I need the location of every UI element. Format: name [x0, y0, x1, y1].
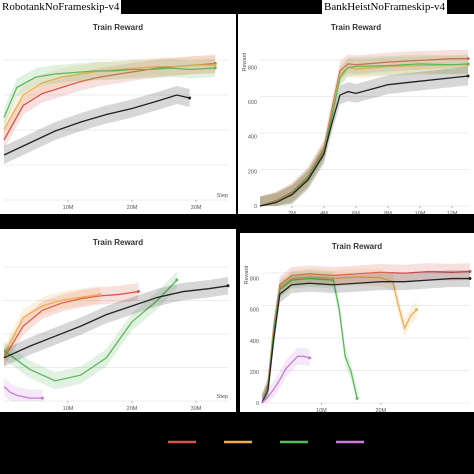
series-line-purple	[3, 386, 43, 399]
series-band-orange	[4, 285, 100, 364]
series-line-black	[261, 277, 470, 404]
chart-panel-bankheist-top: Train Reward 0 200 400 600 800 2M 4M 6M 8M 10M 12M R…	[238, 14, 474, 214]
y-tick-label: 600	[250, 308, 259, 314]
series-end-black	[188, 96, 192, 100]
series-end-red	[468, 270, 472, 274]
chart-title: Train Reward	[331, 23, 381, 32]
series-line-green	[3, 279, 178, 382]
series-end-green	[175, 278, 179, 282]
x-tick-label: 30M	[191, 205, 202, 211]
series-band-black	[260, 66, 468, 206]
series-end-black	[468, 277, 472, 281]
series-band-red	[4, 54, 216, 149]
series-end-green	[213, 66, 217, 70]
chart-panel-robotank-bottom: Train Reward 10M 20M 30M Step	[0, 229, 236, 412]
x-tick-label: 20M	[127, 205, 138, 211]
series-band-orange	[260, 55, 468, 206]
series-band-red	[4, 282, 139, 367]
y-tick-label: 400	[248, 135, 257, 141]
y-axis-label: Reward	[244, 266, 250, 285]
chart-title: Train Reward	[332, 242, 382, 251]
series-line-purple	[261, 355, 310, 404]
series-end-black	[466, 74, 470, 78]
chart-svg-0: Train Reward 10M 20M 30M Step	[3, 23, 228, 211]
series-line-red	[3, 290, 139, 359]
series-line-black	[3, 94, 190, 156]
y-tick-label: 800	[248, 65, 257, 71]
series-end-green	[355, 396, 359, 400]
chart-svg-1: Train Reward 0 200 400 600 800 2M 4M 6M 8M 10M 12M R…	[242, 23, 470, 214]
series-line-green	[3, 67, 216, 118]
series-end-orange	[213, 63, 217, 67]
x-tick-label: 20M	[127, 406, 138, 412]
legend-svg	[168, 440, 364, 444]
x-tick-label: 10M	[63, 205, 74, 211]
series-end-orange	[415, 308, 419, 312]
series-end-black	[226, 284, 230, 288]
x-tick-label: 10M	[316, 408, 327, 412]
x-axis-label: Step	[217, 394, 228, 400]
legend	[0, 432, 474, 474]
y-tick-label: 400	[250, 339, 259, 345]
chart-title: Train Reward	[93, 23, 143, 32]
chart-label-robotank: RobotankNoFrameskip-v4	[0, 0, 122, 14]
series-end-green	[466, 62, 470, 66]
chart-panel-bankheist-bottom: Train Reward 0 200 400 600 800 10M 20M Reward	[240, 233, 474, 412]
x-tick-label: 8M	[384, 211, 392, 214]
chart-svg-2: Train Reward 10M 20M 30M Step	[3, 238, 230, 412]
x-tick-label: 10M	[63, 406, 74, 412]
x-tick-label: 30M	[191, 406, 202, 412]
y-tick-label: 200	[248, 169, 257, 175]
series-line-green	[261, 277, 358, 404]
series-end-purple	[308, 356, 312, 360]
series-line-black	[3, 285, 229, 359]
x-tick-label: 6M	[352, 211, 360, 214]
chart-svg-3: Train Reward 0 200 400 600 800 10M 20M Reward	[244, 242, 472, 412]
series-band-red	[262, 263, 470, 403]
series-line-orange	[3, 64, 216, 130]
series-band-green	[4, 59, 216, 127]
y-tick-label: 0	[256, 401, 259, 407]
x-axis-label: Step	[217, 193, 228, 199]
y-tick-label: 800	[250, 277, 259, 283]
x-tick-label: 20M	[376, 408, 387, 412]
chart-panel-robotank-top: Train Reward 10M 20M 30M Step	[0, 14, 236, 214]
series-end-red	[466, 57, 470, 61]
series-band-red	[260, 50, 468, 206]
y-tick-label: 200	[250, 370, 259, 376]
series-end-purple	[40, 396, 44, 400]
series-band-purple	[4, 377, 43, 401]
series-end-orange	[98, 292, 102, 296]
x-tick-label: 4M	[320, 211, 328, 214]
series-band-green	[260, 54, 468, 206]
series-line-black	[259, 75, 469, 207]
series-band-black	[262, 270, 470, 403]
y-tick-label: 0	[254, 204, 257, 210]
chart-label-bankheist: BankHeistNoFrameskip-v4	[322, 0, 447, 14]
series-band-black	[4, 277, 228, 367]
x-tick-label: 10M	[415, 211, 426, 214]
series-band-orange	[4, 56, 216, 139]
series-band-green	[4, 271, 177, 390]
x-tick-label: 2M	[288, 211, 296, 214]
chart-title: Train Reward	[93, 238, 143, 247]
series-end-red	[136, 290, 140, 294]
y-tick-label: 600	[248, 100, 257, 106]
x-tick-label: 12M	[447, 211, 458, 214]
y-axis-label: Reward	[242, 53, 248, 72]
series-line-orange	[3, 293, 101, 356]
